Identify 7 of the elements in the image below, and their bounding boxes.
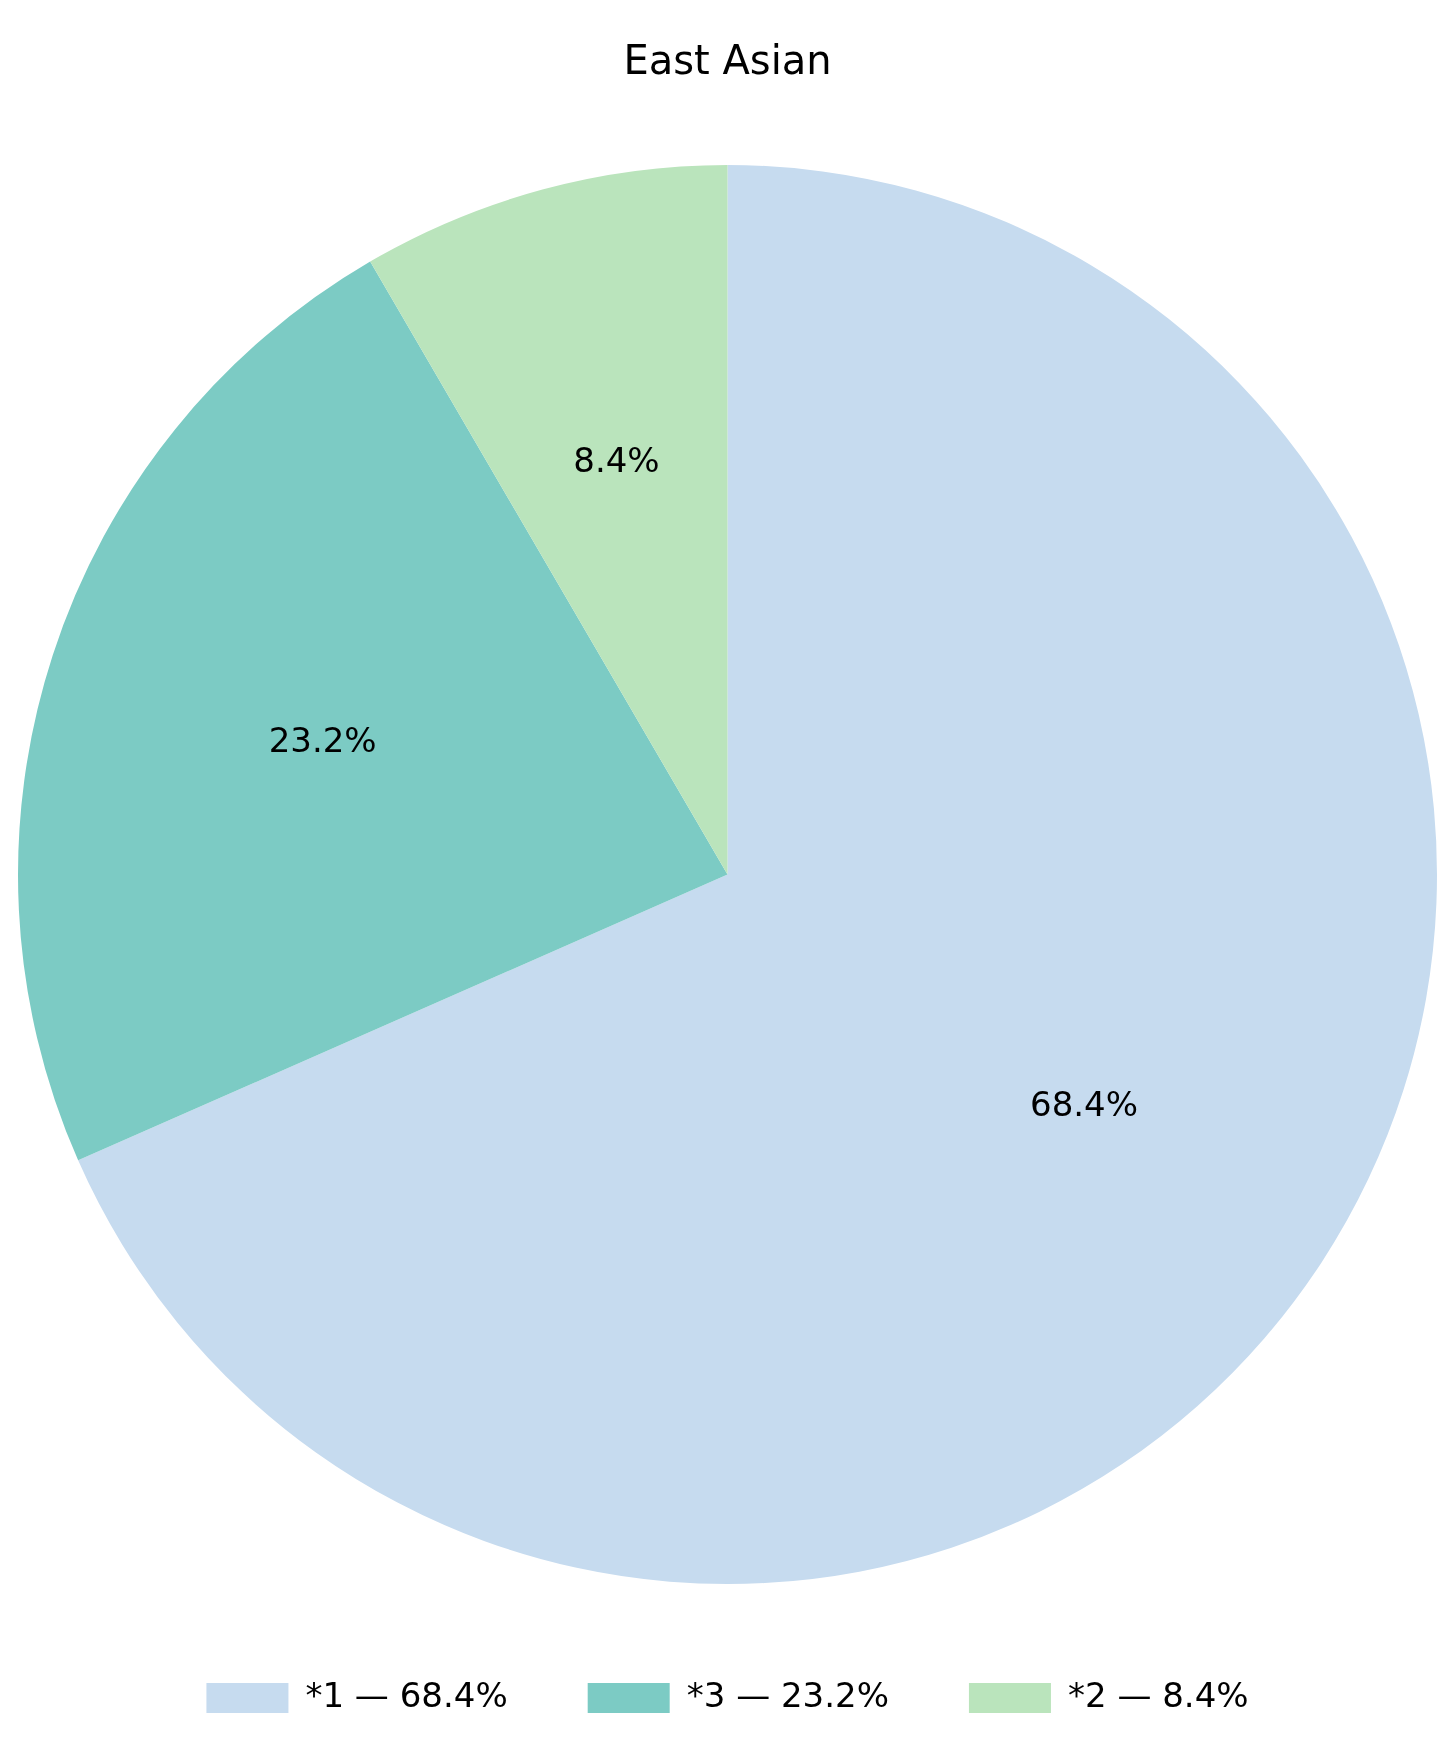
legend-label: *3 — 23.2% (686, 1674, 889, 1715)
legend-label: *2 — 8.4% (1067, 1674, 1249, 1715)
data-label: 8.4% (573, 440, 660, 481)
data-label: 23.2% (268, 719, 377, 760)
legend-label: *1 — 68.4% (305, 1674, 508, 1715)
chart-title: East Asian (623, 37, 832, 84)
data-label: 68.4% (1030, 1083, 1139, 1124)
